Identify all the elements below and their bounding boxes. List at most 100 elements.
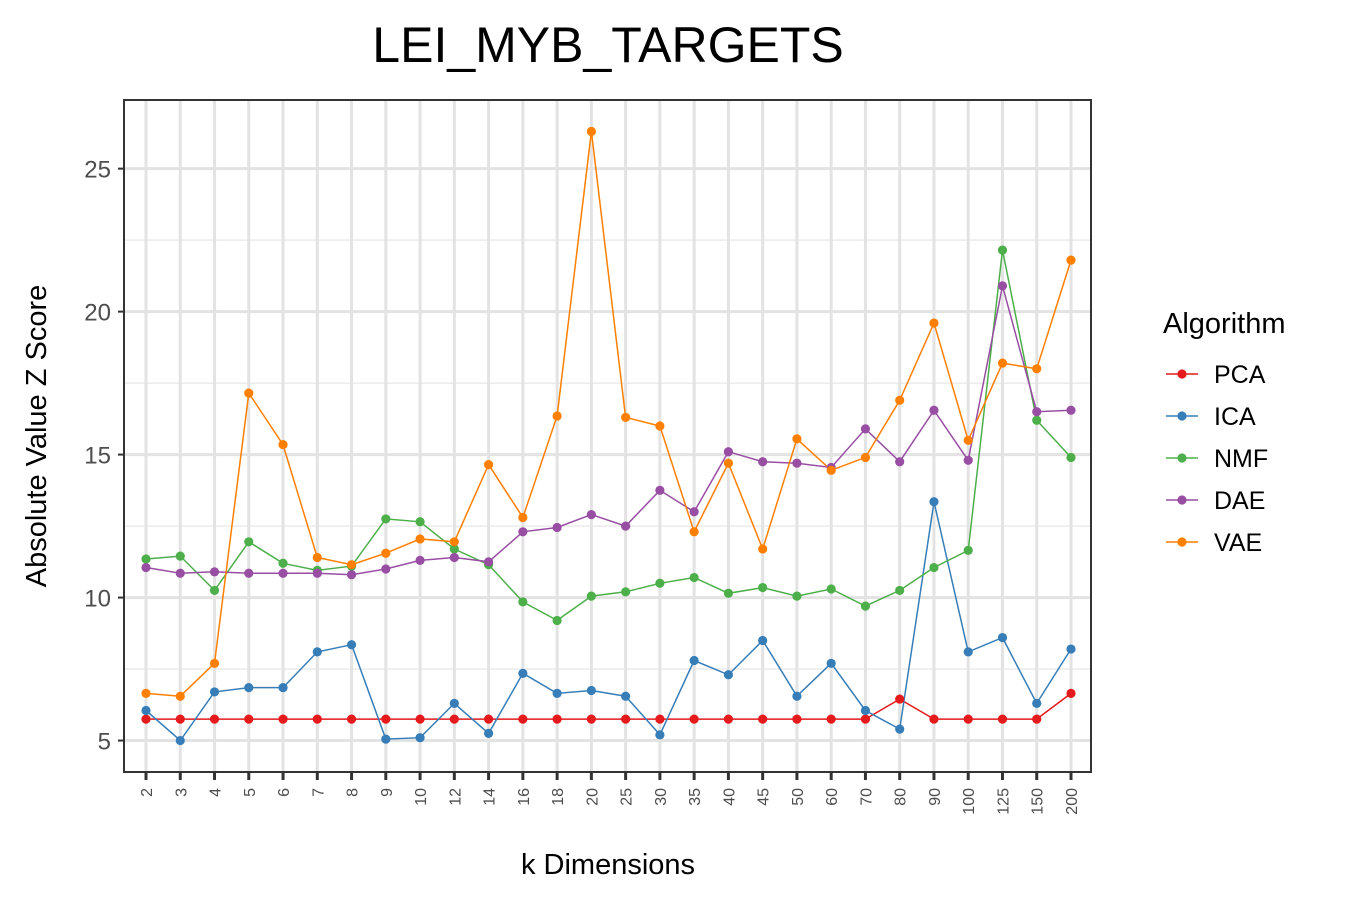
data-point-dae (860, 424, 871, 434)
legend-key-point (1177, 411, 1187, 421)
data-point-nmf (586, 591, 596, 601)
x-tick-label: 3 (173, 788, 190, 797)
x-tick-label: 45 (756, 788, 773, 806)
data-point-pca (381, 714, 391, 724)
data-point-dae (312, 568, 322, 578)
data-point-pca (929, 714, 939, 724)
data-point-nmf (860, 601, 871, 611)
legend-item-nmf: NMF (1166, 445, 1268, 473)
data-point-ica (381, 734, 391, 744)
data-point-nmf (244, 537, 254, 547)
data-point-pca (860, 714, 871, 724)
data-point-vae (997, 358, 1008, 368)
data-point-dae (483, 557, 494, 567)
gridlines (124, 100, 1091, 772)
data-point-nmf (621, 587, 631, 597)
data-point-dae (1032, 407, 1042, 417)
data-point-pca (621, 714, 631, 724)
data-point-ica (552, 688, 562, 698)
data-point-ica (758, 635, 768, 646)
data-point-nmf (449, 544, 459, 554)
x-tick-label: 90 (927, 788, 944, 806)
data-point-nmf (689, 572, 699, 583)
series-lines (145, 131, 1072, 742)
data-point-ica (449, 698, 459, 708)
data-point-ica (895, 724, 905, 734)
data-point-dae (552, 522, 562, 533)
data-point-pca (415, 714, 425, 724)
data-point-ica (346, 640, 357, 650)
x-tick-label: 12 (447, 788, 464, 806)
plot-border (123, 99, 1092, 773)
data-point-vae (826, 465, 836, 475)
data-point-dae (175, 568, 185, 578)
data-point-pca (141, 714, 151, 724)
chart-title: LEI_MYB_TARGETS (372, 17, 843, 73)
x-tick-label: 5 (242, 788, 259, 797)
data-point-nmf (997, 245, 1008, 255)
legend-key-point (1177, 369, 1187, 379)
data-point-dae (655, 485, 665, 495)
data-point-ica (141, 705, 151, 716)
data-point-ica (483, 728, 494, 738)
legend-key-point (1177, 495, 1187, 505)
data-point-vae (929, 318, 939, 328)
data-point-dae (449, 552, 459, 563)
legend-item-pca: PCA (1166, 361, 1266, 389)
data-point-nmf (381, 514, 391, 524)
data-point-ica (175, 735, 185, 746)
data-point-pca (244, 714, 254, 724)
data-point-dae (586, 510, 596, 520)
y-tick-label: 5 (98, 729, 111, 756)
legend-label: VAE (1214, 529, 1262, 557)
data-point-vae (312, 552, 322, 563)
data-point-pca (723, 714, 734, 724)
y-axis-label: Absolute Value Z Score (21, 285, 53, 588)
x-tick-label: 60 (824, 788, 841, 806)
x-tick-label: 200 (1064, 788, 1081, 815)
data-point-pca (792, 714, 802, 724)
data-point-nmf (792, 591, 802, 601)
data-point-vae (483, 459, 494, 470)
data-point-dae (792, 458, 802, 468)
legend-label: DAE (1214, 487, 1265, 515)
legend-item-dae: DAE (1166, 487, 1265, 515)
data-point-nmf (963, 545, 973, 555)
data-point-dae (929, 405, 939, 415)
legend-title: Algorithm (1163, 308, 1286, 340)
data-point-nmf (655, 578, 665, 588)
series-line-dae (145, 285, 1072, 576)
data-point-pca (758, 714, 768, 724)
data-point-ica (723, 670, 734, 680)
data-point-vae (175, 691, 185, 701)
data-point-nmf (1032, 415, 1042, 425)
x-tick-label: 14 (482, 788, 499, 806)
legend-key-point (1177, 453, 1187, 463)
data-point-vae (1032, 364, 1042, 374)
data-point-ica (826, 658, 836, 668)
data-point-vae (586, 126, 596, 137)
x-tick-label: 2 (139, 788, 156, 797)
data-point-dae (689, 507, 699, 517)
data-point-vae (655, 421, 665, 431)
data-point-pca (895, 694, 905, 704)
data-point-nmf (723, 588, 734, 598)
data-point-pca (963, 714, 973, 724)
series-line-nmf (145, 249, 1072, 622)
x-tick-label: 9 (379, 788, 396, 797)
legend-label: ICA (1214, 403, 1256, 431)
data-point-dae (518, 527, 528, 537)
data-point-ica (792, 691, 802, 701)
data-point-vae (963, 435, 973, 445)
x-tick-label: 16 (516, 788, 533, 806)
x-tick-label: 8 (345, 788, 362, 797)
x-tick-label: 4 (208, 788, 225, 797)
x-tick-label: 10 (413, 788, 430, 806)
data-point-dae (963, 455, 973, 465)
data-point-pca (586, 714, 596, 724)
data-point-pca (655, 714, 665, 724)
legend-item-vae: VAE (1166, 529, 1262, 557)
legend: Algorithm PCA ICA NMF DAE VAE (1163, 308, 1286, 557)
data-point-vae (621, 412, 631, 423)
